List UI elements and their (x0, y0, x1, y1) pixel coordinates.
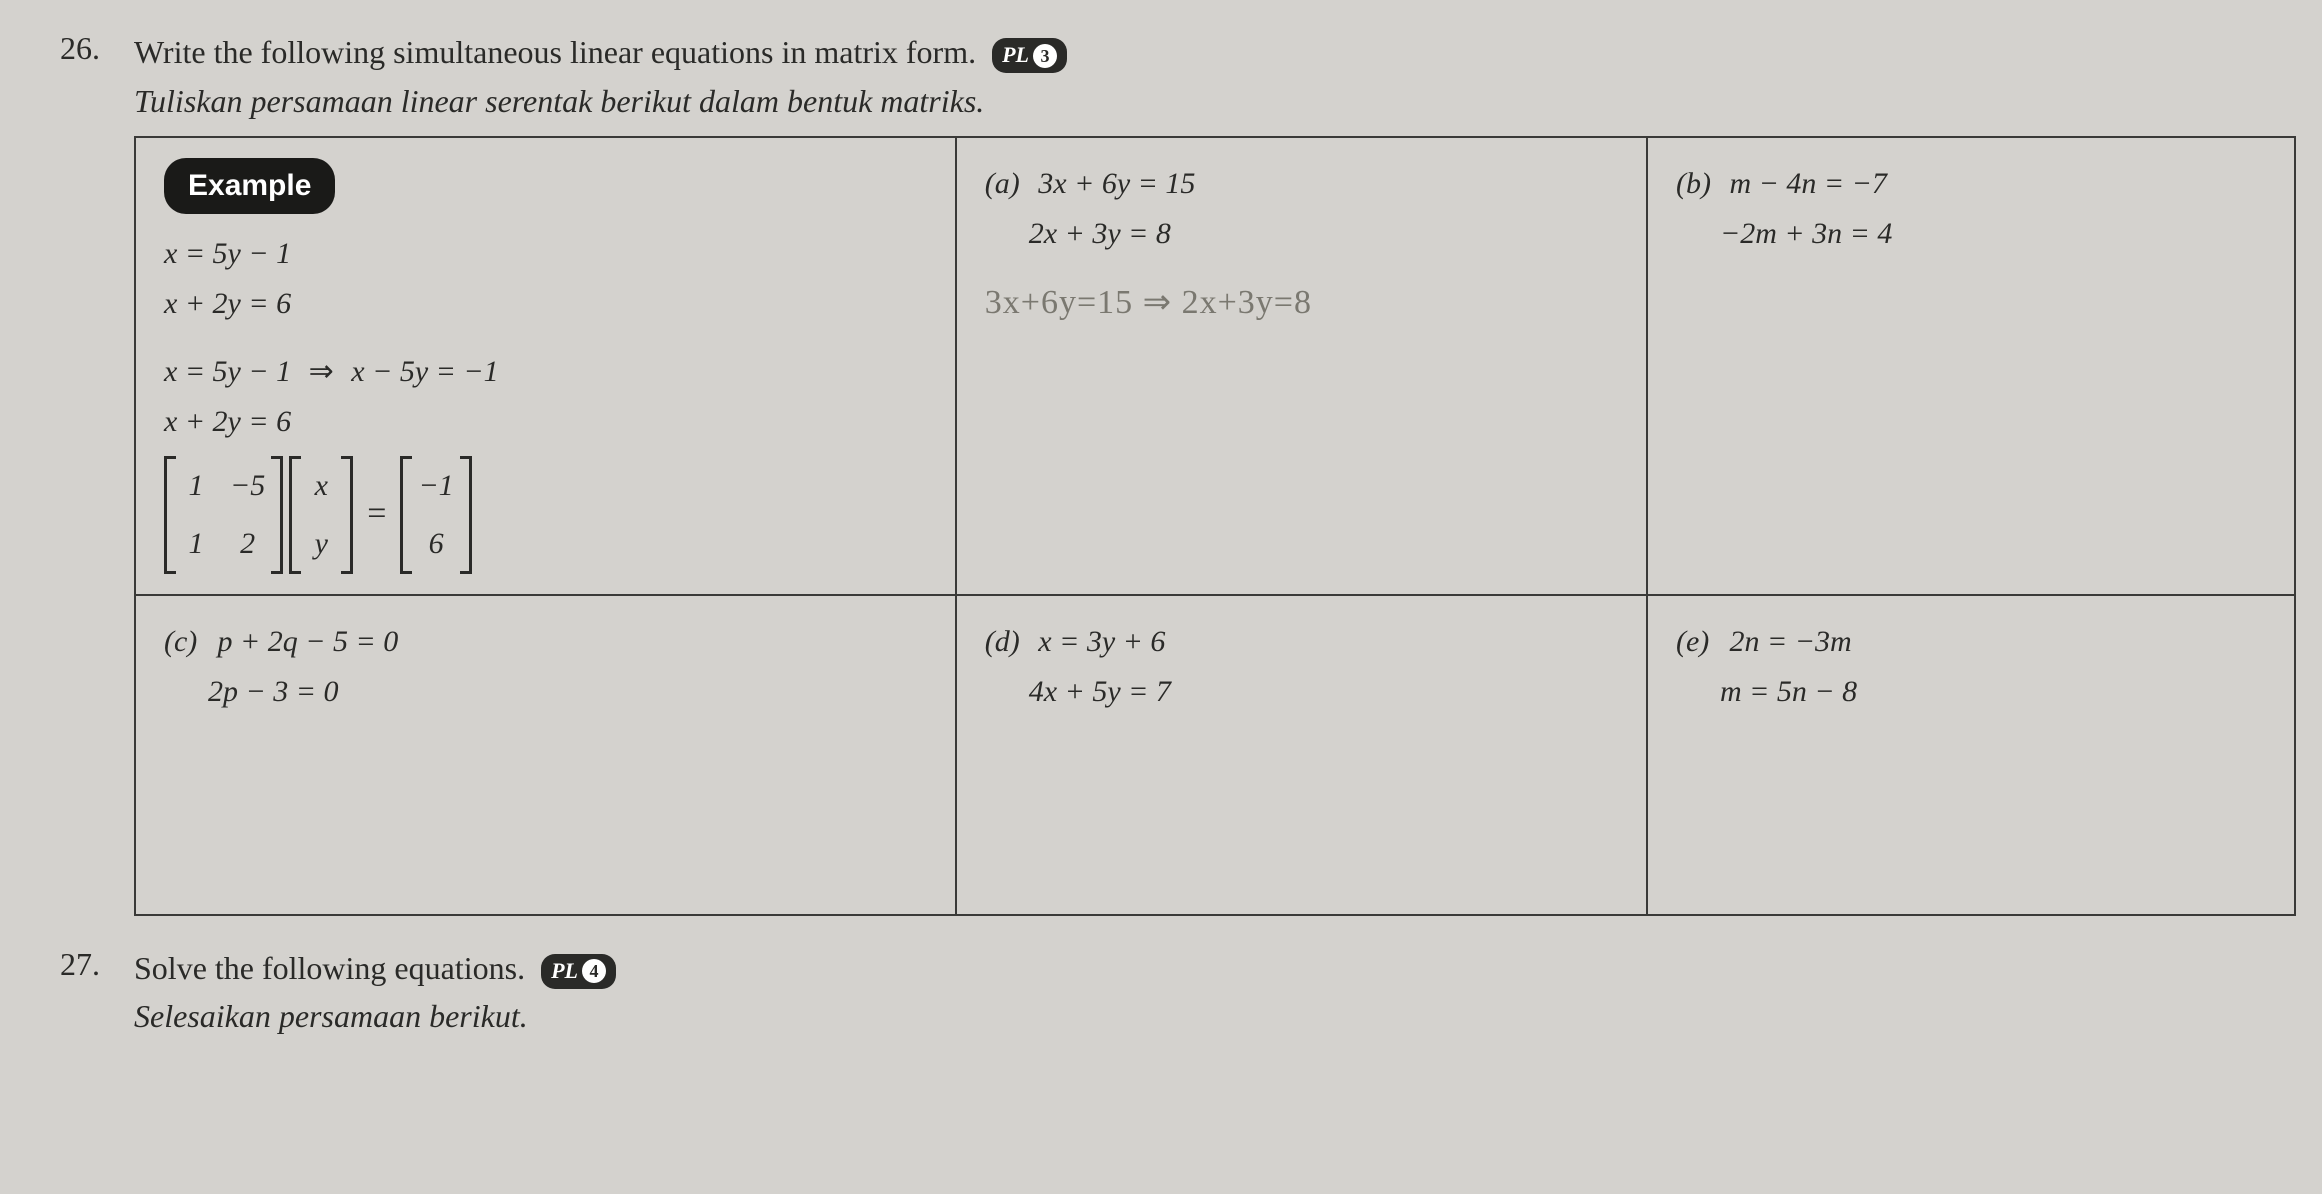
equations-table: Example x = 5y − 1 x + 2y = 6 x = 5y − 1… (134, 136, 2296, 916)
cell-e: (e) 2n = −3m m = 5n − 8 (1647, 595, 2295, 915)
example-badge: Example (164, 158, 335, 214)
matrix-A: 1 −5 1 2 (164, 456, 283, 574)
q26-en: Write the following simultaneous linear … (134, 34, 976, 70)
b-eq1: (b) m − 4n = −7 (1676, 160, 2266, 208)
q27-my: Selesaikan persamaan berikut. (134, 994, 616, 1039)
q26-my: Tuliskan persamaan linear serentak berik… (134, 79, 1067, 124)
example-matrix: 1 −5 1 2 x y = (164, 456, 927, 574)
q27-header: 27. Solve the following equations. PL4 S… (60, 946, 2222, 1040)
cell-c: (c) p + 2q − 5 = 0 2p − 3 = 0 (135, 595, 956, 915)
example-eq1: x = 5y − 1 (164, 230, 927, 278)
q27-text: Solve the following equations. PL4 Seles… (134, 946, 616, 1040)
q26-text: Write the following simultaneous linear … (134, 30, 1067, 124)
equals-sign: = (367, 487, 386, 541)
q26-header: 26. Write the following simultaneous lin… (60, 30, 2222, 124)
example-rearr2: x + 2y = 6 (164, 398, 927, 446)
q27-number: 27. (60, 946, 110, 983)
e-eq2: m = 5n − 8 (1676, 668, 2266, 716)
cell-b: (b) m − 4n = −7 −2m + 3n = 4 (1647, 137, 2295, 595)
a-eq2: 2x + 3y = 8 (985, 210, 1618, 258)
q27-en: Solve the following equations. (134, 950, 525, 986)
cell-a: (a) 3x + 6y = 15 2x + 3y = 8 3x+6y=15 ⇒ … (956, 137, 1647, 595)
e-eq1: (e) 2n = −3m (1676, 618, 2266, 666)
a-handwriting: 3x+6y=15 ⇒ 2x+3y=8 (985, 276, 1618, 330)
matrix-X: x y (289, 456, 353, 574)
b-eq2: −2m + 3n = 4 (1676, 210, 2266, 258)
c-eq1: (c) p + 2q − 5 = 0 (164, 618, 927, 666)
cell-d: (d) x = 3y + 6 4x + 5y = 7 (956, 595, 1647, 915)
d-eq1: (d) x = 3y + 6 (985, 618, 1618, 666)
d-eq2: 4x + 5y = 7 (985, 668, 1618, 716)
example-eq2: x + 2y = 6 (164, 280, 927, 328)
c-eq2: 2p − 3 = 0 (164, 668, 927, 716)
cell-example: Example x = 5y − 1 x + 2y = 6 x = 5y − 1… (135, 137, 956, 595)
matrix-B: −1 6 (400, 456, 471, 574)
a-eq1: (a) 3x + 6y = 15 (985, 160, 1618, 208)
pl-badge-4: PL4 (541, 954, 616, 989)
pl-badge-3: PL3 (992, 38, 1067, 73)
q26-number: 26. (60, 30, 110, 67)
example-rearr1: x = 5y − 1 ⇒ x − 5y = −1 (164, 348, 927, 396)
